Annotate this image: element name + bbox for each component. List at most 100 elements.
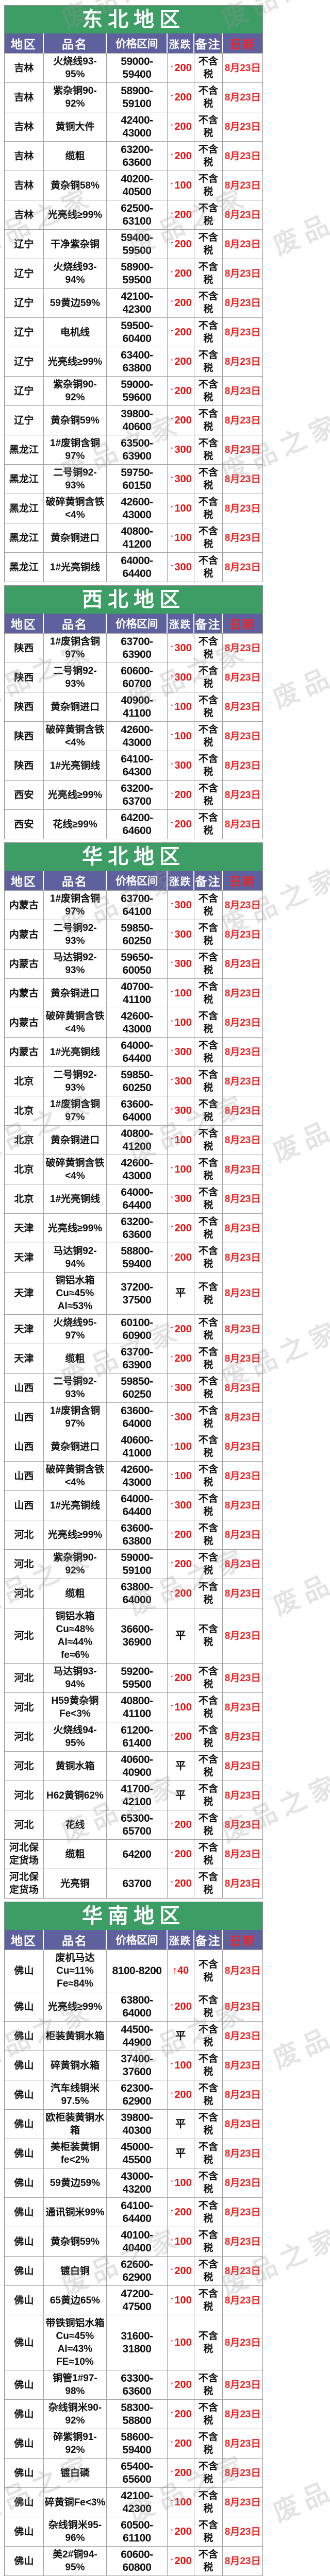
product-cell: 二号铜92-93% [44, 920, 107, 949]
date-cell: 8月23日 [224, 988, 261, 999]
table-row: 佛山 镀白磷 65400-65600 ↑200 不含税 8月23日 [5, 2458, 262, 2487]
change-cell: ↑200 [168, 1214, 194, 1243]
region-cell: 河北保定货场 [5, 1840, 44, 1869]
price-cell: 63800-64000 [107, 1579, 168, 1608]
note-cell: 不含税 [194, 1608, 223, 1663]
price-cell: 59850-60250 [107, 1374, 168, 1402]
price-cell: 60500-61100 [107, 2517, 168, 2546]
product-cell: 1#光亮铜线 [44, 751, 107, 780]
region-cell: 佛山 [5, 2257, 44, 2285]
note-cell: 不含税 [194, 1992, 223, 2021]
change-cell: 平 [168, 1752, 194, 1781]
price-cell: 62300-62900 [107, 2080, 168, 2109]
change-cell: ↑100 [168, 1008, 194, 1037]
note-cell: 不含税 [194, 979, 223, 1008]
change-cell: ↑200 [168, 142, 194, 171]
product-cell: 碎黄铜水箱 [44, 2051, 107, 2080]
column-header: 备注 [194, 33, 223, 53]
change-cell: ↑200 [168, 1664, 194, 1692]
region-cell: 内蒙古 [5, 950, 44, 978]
product-cell: 黄杂铜59% [44, 2227, 107, 2256]
region-cell: 辽宁 [5, 347, 44, 376]
product-cell: 黄杂铜进口 [44, 1432, 107, 1461]
note-cell: 不含税 [194, 1184, 223, 1213]
product-cell: H62黄铜62% [44, 1781, 107, 1810]
note-cell: 不含税 [194, 1579, 223, 1608]
product-cell: 黄杂铜58% [44, 171, 107, 200]
table-row: 河北 缆粗 63800-64000 ↑200 不含税 8月23日 [5, 1579, 262, 1608]
watermark-text: 废品之家 [268, 182, 330, 261]
product-cell: 1#废铜含铜 97% [44, 1403, 107, 1432]
note-cell: 不含税 [194, 1273, 223, 1314]
region-cell: 山西 [5, 1462, 44, 1490]
column-header: 地区 [5, 871, 44, 890]
price-cell: 65400-65600 [107, 2459, 168, 2487]
table-row: 佛山 光亮线≥99% 63800-64000 ↑200 不含税 8月23日 [5, 1992, 262, 2021]
table-row: 佛山 带铁铜铝水箱 Cu≈45% Al≈43% FE≈10% 31600-31800… [5, 2315, 262, 2370]
table-row: 天津 光亮线≥99% 63200-63600 ↑200 不含税 8月23日 [5, 1213, 262, 1243]
note-cell: 不含税 [194, 1126, 223, 1155]
column-header: 品名 [44, 33, 107, 53]
note-cell: 不含税 [194, 2429, 223, 2458]
note-cell: 不含税 [194, 2286, 223, 2315]
price-cell: 42100-42300 [107, 2488, 168, 2517]
date-cell: 8月23日 [224, 1441, 261, 1452]
date-cell: 8月23日 [224, 1630, 261, 1641]
change-cell: ↑200 [168, 2080, 194, 2109]
note-cell: 不含税 [194, 347, 223, 376]
date-cell: 8月23日 [224, 415, 261, 426]
price-cell: 65300-65700 [107, 1810, 168, 1839]
note-cell: 不含税 [194, 2488, 223, 2517]
region-cell: 辽宁 [5, 289, 44, 317]
product-cell: 59黄边59% [44, 2168, 107, 2197]
date-cell: 8月23日 [224, 150, 261, 162]
change-cell: ↑200 [168, 2547, 194, 2575]
price-cell: 39800-40600 [107, 406, 168, 435]
date-cell: 8月23日 [224, 642, 261, 654]
change-cell: ↑300 [168, 634, 194, 663]
change-cell: ↑100 [168, 1126, 194, 1155]
product-cell: 通讯铜米99% [44, 2198, 107, 2227]
date-cell: 8月23日 [224, 1529, 261, 1540]
date-cell: 8月23日 [224, 1878, 261, 1889]
date-cell: 8月23日 [224, 900, 261, 911]
table-row: 河北 紫杂铜90-92% 59000-59100 ↑200 不含税 8月23日 [5, 1549, 262, 1579]
note-cell: 不含税 [194, 1432, 223, 1461]
note-cell: 不含税 [194, 920, 223, 949]
product-cell: 铜铝水箱 Cu≈45% Al≈53% [44, 1273, 107, 1314]
note-cell: 不含税 [194, 1664, 223, 1692]
price-cell: 47200-47500 [107, 2286, 168, 2315]
note-cell: 不含税 [194, 1869, 223, 1898]
price-cell: 40900-41100 [107, 692, 168, 721]
note-cell: 不含税 [194, 1693, 223, 1722]
product-cell: 黄杂铜进口 [44, 523, 107, 552]
note-cell: 不含税 [194, 663, 223, 692]
product-cell: 马达铜93-94% [44, 1664, 107, 1692]
price-cell: 42600-43000 [107, 1462, 168, 1490]
note-cell: 不含税 [194, 289, 223, 317]
note-cell: 不含税 [194, 1243, 223, 1272]
table-row: 黑龙江 1#光亮铜线 64000-64400 ↑300 不含税 8月23日 [5, 552, 262, 582]
note-cell: 不含税 [194, 2257, 223, 2285]
table-row: 天津 火烧线95-97% 60100-60900 ↑200 不含税 8月23日 [5, 1314, 262, 1344]
change-cell: ↑200 [168, 347, 194, 376]
change-cell: ↑100 [168, 1462, 194, 1490]
table-row: 佛山 镀白铜 62600-62900 ↑200 不含税 8月23日 [5, 2256, 262, 2285]
region-cell: 佛山 [5, 1950, 44, 1992]
change-cell: ↑200 [168, 200, 194, 229]
date-cell: 8月23日 [224, 2497, 261, 2508]
price-cell: 63700 [107, 1869, 168, 1898]
section-title: 华北地区 [5, 843, 262, 871]
change-cell: ↑100 [168, 2227, 194, 2256]
note-cell: 不含税 [194, 435, 223, 464]
note-cell: 不含税 [194, 465, 223, 494]
table-row: 山西 破碎黄铜含铁 <4% 42600-43000 ↑100 不含税 8月23日 [5, 1461, 262, 1490]
date-cell: 8月23日 [224, 356, 261, 367]
price-cell: 59500-60400 [107, 318, 168, 347]
table-row: 北京 1#废铜含铜 97% 63600-64000 ↑300 不含税 8月23日 [5, 1096, 262, 1125]
change-cell: ↑300 [168, 1184, 194, 1213]
product-cell: 电机线 [44, 318, 107, 347]
column-header: 品名 [44, 1930, 107, 1950]
region-cell: 吉林 [5, 200, 44, 229]
